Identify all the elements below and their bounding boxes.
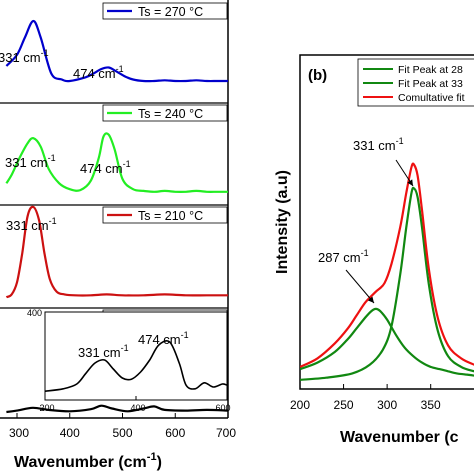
panel-a-x-tick-label: 300 [9,426,29,440]
panel-a-legend: Ts = 270 °C [102,2,228,20]
panel-a-legend-label: Ts = 240 °C [138,107,203,121]
panel-a-x-label-main: Wavenumber (cm [14,454,147,471]
panel-b-annotation-sup: -1 [396,136,404,146]
panel-a-annotation-value: 331 cm [6,218,49,233]
panel-a-x-tick-label: 500 [112,426,132,440]
panel-b: (b) Intensity (a.u) 200 250 300 350 331 cm-… [274,54,474,446]
panel-a-annotation-sup: -1 [49,216,57,226]
panel-a-x-label: Wavenumber (cm-1) [14,451,162,471]
panel-b-x-tick-label: 200 [290,398,310,412]
panel-a-legend-box [102,2,228,20]
panel-b-annotation-value: 331 cm [353,138,396,153]
panel-b-x-tick-label: 250 [334,398,354,412]
panel-b-arrow [395,159,414,187]
panel-a-legend-box [102,206,228,224]
panel-a-annotation: 331 cm-1 [6,216,57,233]
inset-annotation-value: 474 cm [138,332,181,347]
panel-a-annotation-value: 474 cm [73,66,116,81]
panel-a-traces [5,19,228,414]
panel-b-ticks: 200 250 300 350 [290,384,441,412]
panel-a-annotation-sup: -1 [116,64,124,74]
panel-b-x-tick-label: 350 [421,398,441,412]
panel-b-annotation: 287 cm-1 [318,248,369,265]
panel-a-ticks: 300 400 500 600 700 [0,102,236,440]
panel-a-x-tick-label: 700 [216,426,236,440]
panel-a-annotation-sup: -1 [48,153,56,163]
inset-trace [44,339,228,392]
inset-x-tick-label: 200 [39,403,54,413]
panel-a-annotation: 474 cm-1 [73,64,124,81]
panel-b-legend: Fit Peak at 28 Fit Peak at 33 Comultative … [357,58,474,107]
inset-y-tick-label: 400 [27,308,42,318]
panel-b-annotation: 331 cm-1 [353,136,404,153]
inset-annotation: 474 cm-1 [138,330,189,347]
inset-x-tick-label: 400 [130,403,145,413]
panel-b-legend-label: Comultative fit [398,92,465,104]
panel-a-annotation: 474 cm-1 [80,159,131,176]
inset-annotation: 331 cm-1 [78,343,129,360]
panel-a-legend-box [102,104,228,122]
panel-a-series-line [5,19,228,83]
panel-a-annotation-value: 331 cm [0,50,41,65]
panel-a-annotation-sup: -1 [123,159,131,169]
panel-a-x-tick-label: 600 [165,426,185,440]
panel-a-x-label-close: ) [157,454,162,471]
panel-a-x-tick-label: 400 [60,426,80,440]
panel-b-x-label-main: Wavenumber (c [340,429,459,446]
inset-annotation-value: 331 cm [78,345,121,360]
panel-b-x-tick-label: 300 [377,398,397,412]
panel-b-legend-label: Fit Peak at 33 [398,78,463,90]
panel-b-series [300,162,474,381]
inset-annotation-sup: -1 [121,343,129,353]
panel-b-arrow [345,269,375,304]
panel-a-annotation: 331 cm-1 [0,48,49,65]
panel-a-legend-label: Ts = 210 °C [138,209,203,223]
panel-a-x-label-sup: -1 [147,451,157,463]
panel-a-legend: Ts = 240 °C [102,104,228,122]
panel-a-annotation-sup: -1 [41,48,49,58]
panel-b-x-label: Wavenumber (c [340,429,459,446]
panel-b-y-label: Intensity (a.u) [274,170,291,274]
inset-ticks: 200 400 600 400 [27,308,231,413]
panel-a-legend-label: Ts = 270 °C [138,5,203,19]
panel-b-annotation-value: 287 cm [318,250,361,265]
panel-b-series-line [300,162,474,368]
panel-a-annotation-value: 474 cm [80,161,123,176]
panel-b-label: (b) [308,67,327,84]
inset-x-tick-label: 600 [215,403,230,413]
panel-a-annotation-value: 331 cm [5,155,48,170]
inset-annotation-sup: -1 [181,330,189,340]
panel-a-series-line [6,404,228,414]
panel-b-series-line [300,186,474,381]
inset-series-line [44,339,228,392]
panel-a-series-line [5,205,228,299]
panel-a-series-line [5,132,228,193]
panel-b-annotation-sup: -1 [361,248,369,258]
panel-b-legend-label: Fit Peak at 28 [398,64,463,76]
panel-b-frame [299,54,474,390]
panel-a: 300 400 500 600 700 Ts = 270 °C Ts = 240 °C Ts… [0,0,236,471]
panel-a-legend: Ts = 210 °C [102,206,228,224]
panel-a-annotation: 331 cm-1 [5,153,56,170]
